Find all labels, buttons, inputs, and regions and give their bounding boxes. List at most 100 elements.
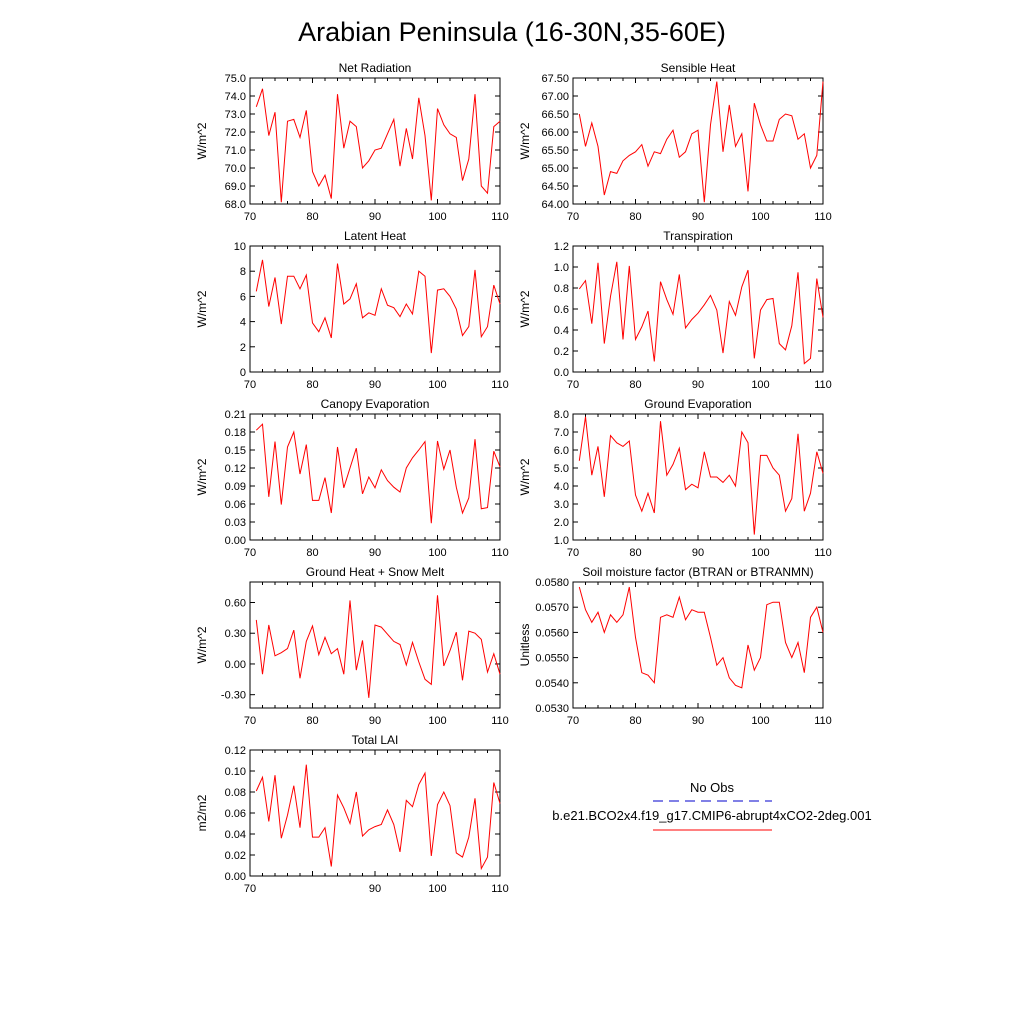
y-tick-label: 4 — [240, 317, 246, 329]
legend-obs-label: No Obs — [690, 780, 735, 795]
y-tick-label: 64.50 — [541, 181, 569, 193]
series-line — [578, 261, 824, 365]
y-axis-label: W/m^2 — [195, 626, 209, 663]
y-tick-label: 65.50 — [541, 145, 569, 157]
x-tick-label: 90 — [692, 547, 704, 559]
legend: No Obs b.e21.BCO2x4.f19_g17.CMIP6-abrupt… — [552, 780, 872, 831]
y-axis-label: W/m^2 — [195, 290, 209, 327]
x-tick-label: 70 — [244, 379, 256, 391]
x-tick-label: 110 — [814, 379, 832, 391]
series-line — [578, 416, 824, 535]
plot-frame — [249, 413, 501, 541]
x-tick-label: 110 — [814, 715, 832, 727]
y-tick-label: 1.0 — [554, 262, 569, 274]
y-tick-label: 0.10 — [225, 766, 246, 778]
y-axis-label: W/m^2 — [195, 122, 209, 159]
y-axis-label: m2/m2 — [195, 794, 209, 831]
x-tick-label: 90 — [692, 379, 704, 391]
panel-title: Transpiration — [663, 229, 733, 243]
chart-panel: Total LAI m2/m2 70 90 100 110 0.00 0.02 0.04 0.06… — [195, 733, 509, 895]
y-tick-label: 66.00 — [541, 127, 569, 139]
y-tick-label: 1.2 — [554, 241, 569, 253]
x-tick-label: 80 — [629, 715, 641, 727]
x-tick-label: 100 — [751, 211, 769, 223]
x-tick-label: 90 — [369, 547, 381, 559]
chart-panel: Latent Heat W/m^2 70 80 90 100 110 0 2 4 6 8 10 — [195, 229, 509, 391]
y-tick-label: 3.0 — [554, 499, 569, 511]
chart-panel: Soil moisture factor (BTRAN or BTRANMN) U… — [518, 565, 832, 727]
x-tick-label: 90 — [369, 211, 381, 223]
y-tick-label: 0.18 — [225, 427, 246, 439]
y-tick-label: 2.0 — [554, 517, 569, 529]
x-tick-label: 110 — [814, 211, 832, 223]
plot-frame — [572, 413, 824, 541]
x-tick-label: 100 — [751, 379, 769, 391]
y-tick-label: 0.0530 — [535, 703, 569, 715]
y-tick-label: 0.0 — [554, 367, 569, 379]
y-tick-label: 6 — [240, 291, 246, 303]
x-tick-label: 80 — [306, 715, 318, 727]
x-tick-label: 90 — [369, 715, 381, 727]
y-axis-label: W/m^2 — [518, 122, 532, 159]
y-tick-label: 75.0 — [225, 73, 246, 85]
plot-frame — [572, 245, 824, 373]
chart-panel: Sensible Heat W/m^2 70 80 90 100 110 64.00 64.50… — [518, 61, 832, 223]
figure-title: Arabian Peninsula (16-30N,35-60E) — [298, 17, 726, 47]
x-tick-label: 110 — [491, 715, 509, 727]
y-tick-label: 66.50 — [541, 109, 569, 121]
x-tick-label: 80 — [306, 547, 318, 559]
y-tick-label: 0.8 — [554, 283, 569, 295]
y-tick-label: 71.0 — [225, 145, 246, 157]
plot-frame — [249, 77, 501, 205]
y-tick-label: 8 — [240, 266, 246, 278]
x-tick-label: 110 — [491, 379, 509, 391]
y-tick-label: 7.0 — [554, 427, 569, 439]
y-tick-label: 0.0550 — [535, 653, 569, 665]
y-tick-label: 0.21 — [225, 409, 246, 421]
y-tick-label: 1.0 — [554, 535, 569, 547]
x-tick-label: 100 — [428, 379, 446, 391]
x-tick-label: 90 — [369, 883, 381, 895]
plot-frame — [572, 77, 824, 205]
series-line — [578, 81, 824, 203]
panel-title: Ground Heat + Snow Melt — [306, 565, 445, 579]
y-tick-label: 0.12 — [225, 745, 246, 757]
x-tick-label: 70 — [567, 715, 579, 727]
y-tick-label: 0.0560 — [535, 627, 569, 639]
x-tick-label: 70 — [244, 883, 256, 895]
x-tick-label: 100 — [428, 211, 446, 223]
panel-title: Sensible Heat — [661, 61, 736, 75]
x-tick-label: 70 — [244, 211, 256, 223]
panel-title: Ground Evaporation — [644, 397, 751, 411]
x-tick-label: 80 — [629, 379, 641, 391]
x-tick-label: 80 — [629, 211, 641, 223]
y-tick-label: 0.02 — [225, 850, 246, 862]
x-tick-label: 110 — [491, 547, 509, 559]
x-tick-label: 90 — [692, 211, 704, 223]
y-tick-label: 4.0 — [554, 481, 569, 493]
legend-model-label: b.e21.BCO2x4.f19_g17.CMIP6-abrupt4xCO2-2… — [552, 808, 871, 823]
y-tick-label: 0.0580 — [535, 577, 569, 589]
chart-panel: Transpiration W/m^2 70 80 90 100 110 0.0 0.2 0.4 0… — [518, 229, 832, 391]
y-axis-label: Unitless — [518, 624, 532, 667]
series-line — [255, 88, 501, 203]
x-tick-label: 90 — [692, 715, 704, 727]
x-tick-label: 110 — [491, 883, 509, 895]
x-tick-label: 80 — [306, 211, 318, 223]
x-tick-label: 70 — [567, 379, 579, 391]
plot-frame — [249, 245, 501, 373]
plot-frame — [249, 581, 501, 709]
x-tick-label: 100 — [751, 547, 769, 559]
y-tick-label: 0 — [240, 367, 246, 379]
y-tick-label: 0.6 — [554, 304, 569, 316]
y-tick-label: 0.00 — [225, 871, 246, 883]
series-line — [255, 595, 501, 698]
y-tick-label: 5.0 — [554, 463, 569, 475]
x-tick-label: 90 — [369, 379, 381, 391]
chart-panel: Ground Heat + Snow Melt W/m^2 70 80 90 100 110… — [195, 565, 509, 727]
y-axis-label: W/m^2 — [518, 290, 532, 327]
series-line — [255, 764, 501, 871]
y-tick-label: 69.0 — [225, 181, 246, 193]
